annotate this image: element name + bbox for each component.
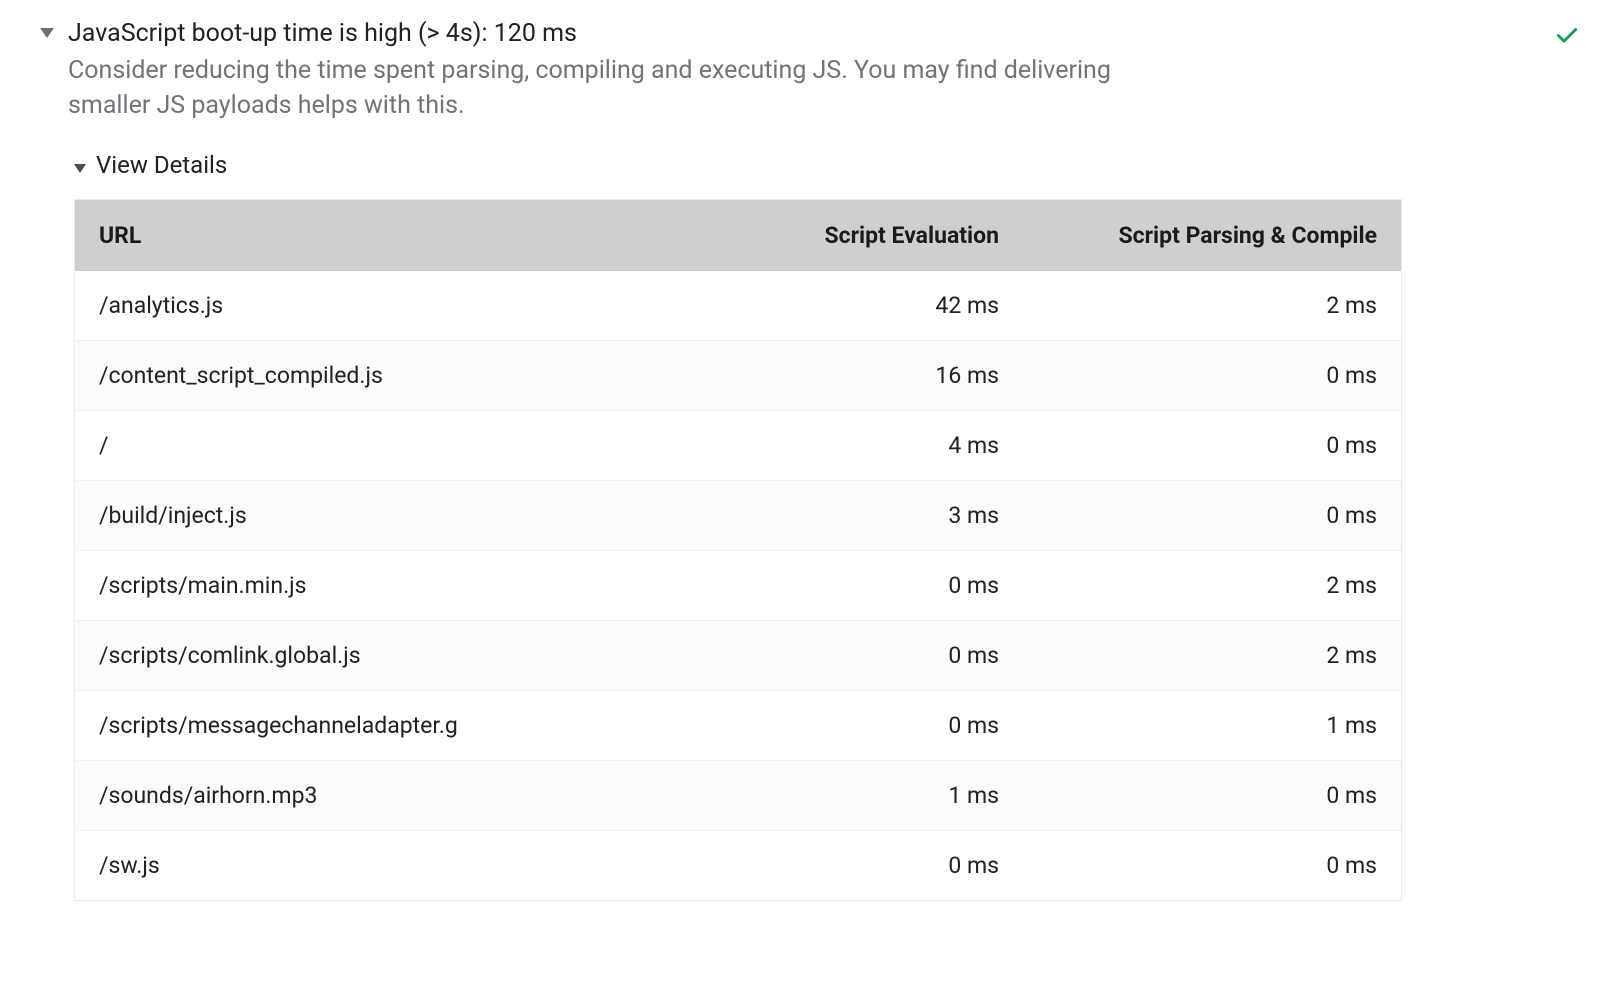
cell-script-evaluation: 3 ms (669, 502, 999, 529)
cell-url: /sounds/airhorn.mp3 (99, 782, 669, 809)
cell-script-evaluation: 0 ms (669, 852, 999, 879)
cell-url: /content_script_compiled.js (99, 362, 669, 389)
cell-script-parse: 0 ms (999, 852, 1377, 879)
audit-title: JavaScript boot-up time is high (> 4s): … (68, 18, 1574, 51)
col-header-url: URL (99, 222, 669, 249)
cell-url: /scripts/main.min.js (99, 572, 669, 599)
cell-script-evaluation: 0 ms (669, 712, 999, 739)
view-details-label: View Details (96, 151, 227, 179)
table-row: /analytics.js42 ms2 ms (75, 271, 1401, 340)
cell-script-parse: 0 ms (999, 502, 1377, 529)
table-row: /sw.js0 ms0 ms (75, 830, 1401, 900)
table-row: /scripts/messagechanneladapter.g0 ms1 ms (75, 690, 1401, 760)
view-details-toggle[interactable]: View Details (74, 151, 1574, 179)
cell-url: /build/inject.js (99, 502, 669, 529)
cell-url: / (99, 432, 669, 459)
table-row: /build/inject.js3 ms0 ms (75, 480, 1401, 550)
cell-script-parse: 0 ms (999, 432, 1377, 459)
table-row: /scripts/comlink.global.js0 ms2 ms (75, 620, 1401, 690)
pass-check-icon (1554, 22, 1580, 52)
cell-url: /scripts/comlink.global.js (99, 642, 669, 669)
col-header-eval: Script Evaluation (669, 222, 999, 249)
cell-script-parse: 0 ms (999, 362, 1377, 389)
cell-script-parse: 2 ms (999, 292, 1377, 319)
table-row: /sounds/airhorn.mp31 ms0 ms (75, 760, 1401, 830)
cell-script-evaluation: 42 ms (669, 292, 999, 319)
cell-script-evaluation: 4 ms (669, 432, 999, 459)
cell-script-parse: 2 ms (999, 642, 1377, 669)
table-row: /content_script_compiled.js16 ms0 ms (75, 340, 1401, 410)
cell-script-parse: 1 ms (999, 712, 1377, 739)
chevron-down-icon (74, 164, 86, 173)
audit-header[interactable]: JavaScript boot-up time is high (> 4s): … (40, 18, 1574, 123)
col-header-parse: Script Parsing & Compile (999, 222, 1377, 249)
cell-url: /sw.js (99, 852, 669, 879)
cell-url: /scripts/messagechanneladapter.g (99, 712, 669, 739)
bootup-table: URL Script Evaluation Script Parsing & C… (74, 199, 1402, 901)
audit-description: Consider reducing the time spent parsing… (68, 53, 1198, 123)
expand-icon[interactable] (40, 28, 54, 38)
table-header-row: URL Script Evaluation Script Parsing & C… (75, 200, 1401, 271)
cell-script-evaluation: 0 ms (669, 642, 999, 669)
cell-script-parse: 0 ms (999, 782, 1377, 809)
table-row: /scripts/main.min.js0 ms2 ms (75, 550, 1401, 620)
cell-script-evaluation: 1 ms (669, 782, 999, 809)
cell-script-parse: 2 ms (999, 572, 1377, 599)
cell-url: /analytics.js (99, 292, 669, 319)
cell-script-evaluation: 0 ms (669, 572, 999, 599)
table-row: /4 ms0 ms (75, 410, 1401, 480)
cell-script-evaluation: 16 ms (669, 362, 999, 389)
